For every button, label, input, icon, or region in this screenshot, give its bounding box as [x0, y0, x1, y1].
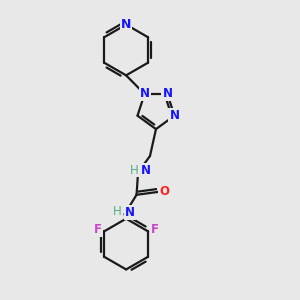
Text: F: F	[151, 224, 159, 236]
Text: N: N	[140, 88, 150, 100]
Text: N: N	[125, 206, 135, 219]
Text: H: H	[113, 205, 122, 218]
Text: N: N	[169, 109, 179, 122]
Text: F: F	[94, 224, 102, 236]
Text: N: N	[121, 18, 131, 31]
Text: N: N	[162, 88, 172, 100]
Text: H: H	[130, 164, 139, 176]
Text: N: N	[140, 164, 151, 177]
Text: O: O	[159, 185, 169, 198]
